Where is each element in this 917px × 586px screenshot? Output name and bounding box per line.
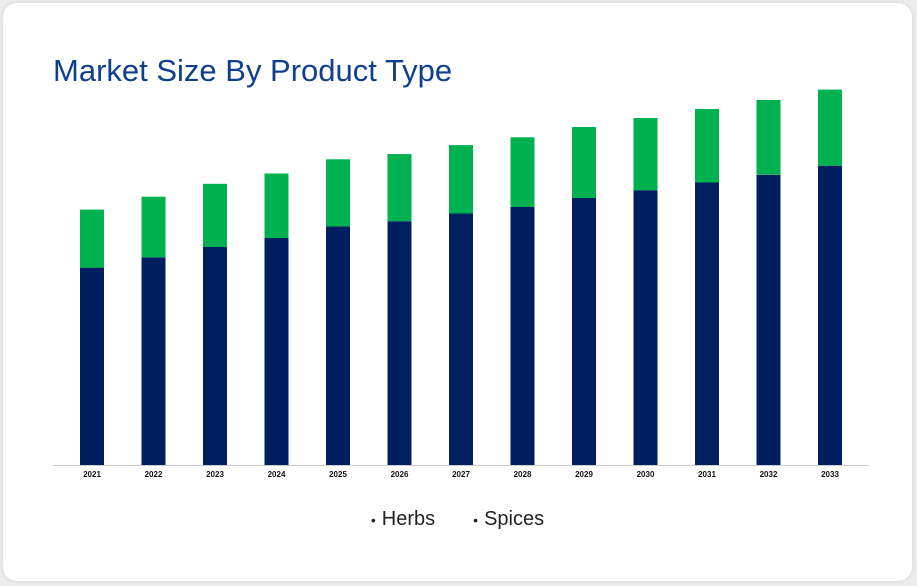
bar-herbs-2027[interactable] [449, 213, 473, 465]
bar-spices-2029[interactable] [572, 127, 596, 198]
chart-card: Market Size By Product Type 2021 2022 2023… [3, 3, 912, 581]
x-tick-label: 2027 [452, 470, 470, 479]
x-tick-label: 2022 [145, 470, 163, 479]
bar-spices-2026[interactable] [387, 154, 412, 222]
bar-herbs-2032[interactable] [756, 174, 781, 466]
bar-spices-2025[interactable] [326, 159, 350, 227]
x-tick-label: 2021 [83, 470, 101, 479]
x-tick-label: 2026 [391, 470, 409, 479]
x-tick-label: 2032 [760, 470, 778, 479]
x-tick-label: 2029 [575, 470, 593, 479]
bar-herbs-2029[interactable] [572, 198, 596, 465]
bar-herbs-2025[interactable] [326, 226, 350, 465]
x-tick-label: 2033 [821, 470, 839, 479]
legend-item-spices[interactable]: • Spices [473, 508, 544, 531]
bar-herbs-2023[interactable] [203, 247, 227, 465]
bar-spices-2031[interactable] [695, 109, 719, 183]
bar-chart: 2021 2022 2023 2024 2025 2026 2027 2028 2029 2030… [53, 89, 869, 479]
legend-bullet-icon: • [370, 511, 376, 528]
x-tick-labels: 2021 2022 2023 2024 2025 2026 2027 2028 2029 2030… [83, 470, 839, 479]
bar-spices-2024[interactable] [264, 173, 289, 239]
legend-bullet-icon: • [473, 511, 479, 528]
bar-spices-2027[interactable] [449, 145, 473, 214]
bar-spices-2023[interactable] [203, 183, 227, 247]
legend-label-spices: Spices [484, 508, 545, 530]
x-tick-label: 2030 [637, 470, 655, 479]
x-tick-label: 2028 [514, 470, 532, 479]
legend: • Herbs • Spices [3, 508, 912, 531]
bar-spices-2021[interactable] [80, 209, 104, 268]
bar-herbs-2031[interactable] [695, 182, 719, 466]
bar-herbs-2026[interactable] [387, 221, 412, 465]
bar-herbs-2033[interactable] [818, 165, 842, 465]
x-tick-label: 2031 [698, 470, 716, 479]
legend-label-herbs: Herbs [381, 508, 436, 530]
bar-spices-2030[interactable] [633, 118, 658, 191]
bars-group [80, 89, 842, 466]
bar-herbs-2022[interactable] [141, 257, 166, 465]
bar-herbs-2024[interactable] [264, 238, 289, 465]
legend-item-herbs[interactable]: • Herbs [371, 508, 435, 531]
bar-spices-2028[interactable] [510, 137, 535, 207]
bar-spices-2022[interactable] [141, 196, 166, 258]
bar-herbs-2021[interactable] [80, 267, 104, 465]
bar-herbs-2030[interactable] [633, 190, 658, 465]
x-tick-label: 2023 [206, 470, 224, 479]
chart-title: Market Size By Product Type [53, 53, 453, 88]
x-tick-label: 2024 [268, 470, 286, 479]
bar-herbs-2028[interactable] [510, 207, 535, 465]
bar-spices-2033[interactable] [818, 89, 842, 166]
bar-spices-2032[interactable] [756, 99, 781, 175]
x-tick-label: 2025 [329, 470, 347, 479]
